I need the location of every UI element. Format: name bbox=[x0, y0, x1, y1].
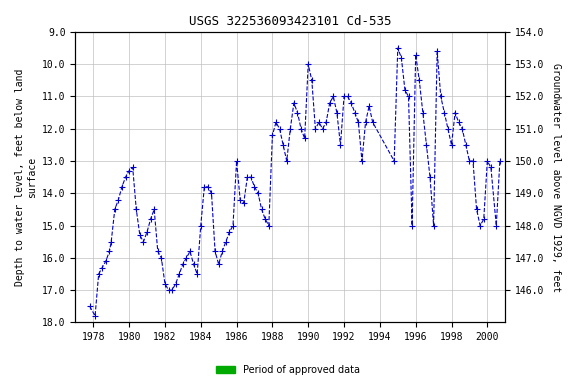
Y-axis label: Groundwater level above NGVD 1929, feet: Groundwater level above NGVD 1929, feet bbox=[551, 63, 561, 292]
Y-axis label: Depth to water level, feet below land
surface: Depth to water level, feet below land su… bbox=[15, 68, 37, 286]
Bar bbox=[389, 323, 505, 331]
Title: USGS 322536093423101 Cd-535: USGS 322536093423101 Cd-535 bbox=[189, 15, 392, 28]
Bar bbox=[84, 323, 367, 331]
Legend: Period of approved data: Period of approved data bbox=[212, 361, 364, 379]
Bar bbox=[378, 323, 382, 331]
